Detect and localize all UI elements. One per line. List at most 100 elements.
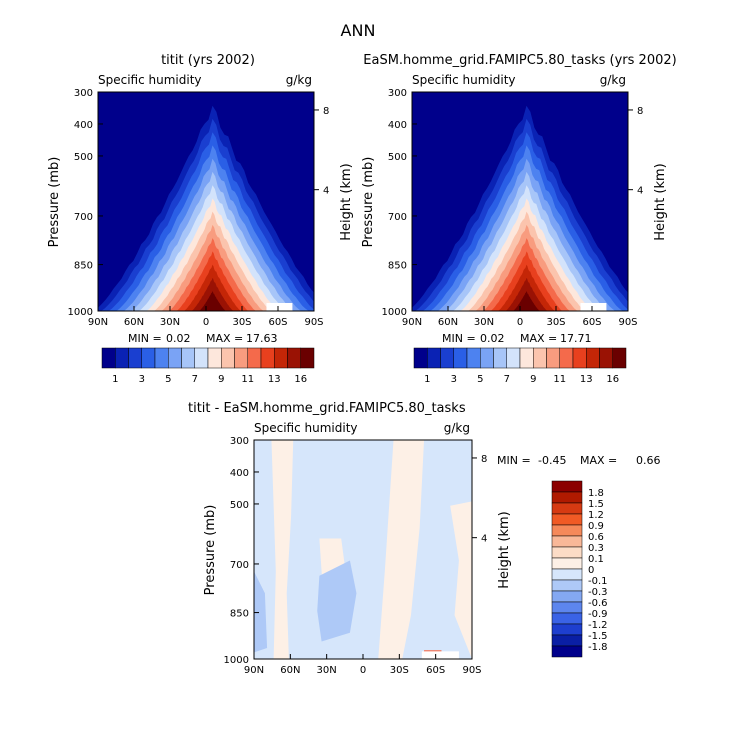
colorbar-swatch xyxy=(551,568,583,581)
panel-c-title: titit - EaSM.homme_grid.FAMIPC5.80_tasks xyxy=(188,401,466,416)
x-tick-label: 90N xyxy=(402,317,422,328)
colorbar-label: 1.8 xyxy=(588,488,604,499)
x-tick-label: 30N xyxy=(474,317,494,328)
colorbar-swatch xyxy=(221,347,235,369)
y-tick-label: 1000 xyxy=(224,655,249,666)
panel-b-contour-field xyxy=(412,92,628,311)
colorbar-swatch xyxy=(440,347,454,369)
colorbar-swatch xyxy=(234,347,248,369)
colorbar-label: -0.1 xyxy=(588,576,608,587)
panel-a-axes: 90N 60N 30N 0 30S 60S 90S 300 400 500 700 850 1000 8 4 xyxy=(68,88,330,328)
colorbar-label: -0.9 xyxy=(588,609,608,620)
x-tick-label: 60N xyxy=(280,665,300,676)
colorbar-swatch xyxy=(480,347,494,369)
colorbar-label: 16 xyxy=(606,374,619,385)
panel-b-axes: 90N 60N 30N 0 30S 60S 90S 300 400 500 700 850 1000 8 4 xyxy=(382,88,644,328)
panel-c-max-value: 0.66 xyxy=(636,454,661,467)
panel-a-field-label: Specific humidity xyxy=(98,73,202,87)
panel-c-axes: 90N 60N 30N 0 30S 60S 90S 300 400 500 700 850 1000 8 4 xyxy=(224,436,488,676)
y-tick-label: 500 xyxy=(230,500,249,511)
figure-title: ANN xyxy=(341,21,376,40)
x-tick-label: 60N xyxy=(438,317,458,328)
colorbar-label: 1.5 xyxy=(588,499,604,510)
y2-tick-label: 4 xyxy=(481,534,487,545)
colorbar-swatch xyxy=(551,557,583,570)
colorbar-swatch xyxy=(274,347,288,369)
x-tick-label: 30N xyxy=(317,665,337,676)
panel-c-units: g/kg xyxy=(444,421,470,435)
colorbar-label: 16 xyxy=(294,374,307,385)
colorbar-label: 0 xyxy=(588,565,594,576)
topography-mask xyxy=(266,303,293,311)
y-tick-label: 850 xyxy=(388,261,407,272)
panel-a-max-value: 17.63 xyxy=(246,332,278,345)
panel-a-units: g/kg xyxy=(286,73,312,87)
colorbar-swatch xyxy=(168,347,182,369)
colorbar-label: -1.5 xyxy=(588,631,608,642)
colorbar-swatch xyxy=(300,347,315,369)
colorbar-swatch xyxy=(546,347,560,369)
x-tick-label: 0 xyxy=(203,317,209,328)
y-tick-label: 700 xyxy=(230,560,249,571)
colorbar-swatch xyxy=(572,347,587,369)
colorbar-swatch xyxy=(551,612,583,625)
panel-c-max-label: MAX = xyxy=(580,454,617,467)
x-tick-label: 30S xyxy=(546,317,565,328)
colorbar-label: 3 xyxy=(139,374,145,385)
panel-b-colorbar: 1 3 5 7 9 11 13 16 xyxy=(413,347,627,385)
colorbar-swatch xyxy=(519,347,534,369)
colorbar-swatch xyxy=(599,347,613,369)
colorbar-swatch xyxy=(466,347,481,369)
y-tick-label: 700 xyxy=(388,212,407,223)
colorbar-swatch xyxy=(128,347,142,369)
colorbar-label: -1.2 xyxy=(588,620,608,631)
panel-c-y-axis-label: Pressure (mb) xyxy=(203,505,218,596)
panel-a-y2-axis-label: Height (km) xyxy=(339,163,354,240)
colorbar-swatch xyxy=(551,623,583,636)
colorbar-label: 0.1 xyxy=(588,554,604,565)
colorbar-label: -1.8 xyxy=(588,642,608,653)
y2-tick-label: 4 xyxy=(323,186,329,197)
panel-c: titit - EaSM.homme_grid.FAMIPC5.80_tasks… xyxy=(188,401,661,676)
colorbar-label: 3 xyxy=(451,374,457,385)
x-tick-label: 60S xyxy=(426,665,445,676)
colorbar-label: 0.6 xyxy=(588,532,604,543)
colorbar-swatch xyxy=(551,590,583,603)
colorbar-label: 7 xyxy=(192,374,198,385)
colorbar-swatch xyxy=(453,347,468,369)
panel-a-max-label: MAX = xyxy=(206,332,243,345)
y-tick-label: 400 xyxy=(74,120,93,131)
x-tick-label: 60S xyxy=(268,317,287,328)
y2-tick-label: 4 xyxy=(637,186,643,197)
y2-tick-label: 8 xyxy=(323,106,329,117)
colorbar-label: -0.3 xyxy=(588,587,608,598)
colorbar-swatch xyxy=(551,645,583,658)
panel-a-colorbar: 1 3 5 7 9 11 13 16 xyxy=(101,347,315,385)
colorbar-label: 13 xyxy=(268,374,281,385)
x-tick-label: 90N xyxy=(88,317,108,328)
panel-b-y2-axis-label: Height (km) xyxy=(653,163,668,240)
panel-a-min-label: MIN = xyxy=(128,332,162,345)
colorbar-label: 0.9 xyxy=(588,521,604,532)
colorbar-swatch xyxy=(551,535,583,548)
colorbar-label: 5 xyxy=(477,374,483,385)
y-tick-label: 400 xyxy=(230,468,249,479)
y2-tick-label: 8 xyxy=(481,454,487,465)
topography-mask xyxy=(421,651,459,659)
colorbar-label: 5 xyxy=(165,374,171,385)
panel-c-min-label: MIN = xyxy=(497,454,531,467)
panel-a-title: titit (yrs 2002) xyxy=(161,53,255,68)
y2-tick-label: 8 xyxy=(637,106,643,117)
y-tick-label: 500 xyxy=(74,152,93,163)
contour-band xyxy=(450,501,472,659)
panel-b: EaSM.homme_grid.FAMIPC5.80_tasks (yrs 20… xyxy=(361,53,677,385)
panel-b-min-label: MIN = xyxy=(442,332,476,345)
panel-b-min-value: 0.02 xyxy=(480,332,505,345)
x-tick-label: 60N xyxy=(124,317,144,328)
colorbar-swatch xyxy=(141,347,156,369)
x-tick-label: 90N xyxy=(244,665,264,676)
colorbar-swatch xyxy=(551,513,583,526)
contour-band xyxy=(271,440,294,659)
x-tick-label: 30S xyxy=(232,317,251,328)
colorbar-swatch xyxy=(551,491,583,504)
